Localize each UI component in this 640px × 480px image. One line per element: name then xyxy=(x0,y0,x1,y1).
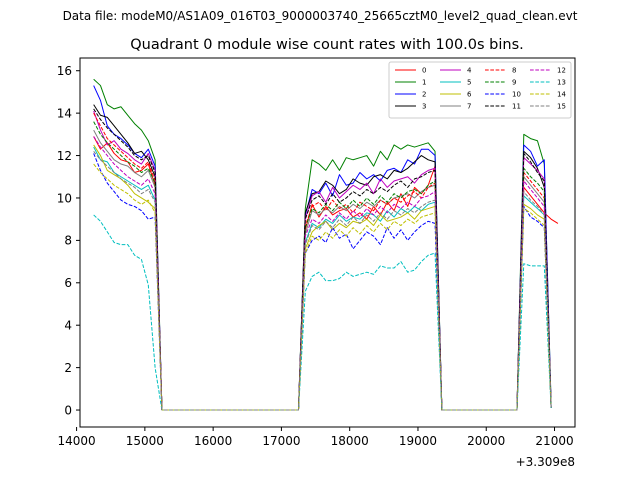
legend-label-5: 5 xyxy=(467,79,471,87)
y-axis: 0 2 4 6 8 10 12 14 16 xyxy=(57,64,80,417)
y-tick-label: 14 xyxy=(57,106,72,120)
legend-label-11: 11 xyxy=(512,103,521,111)
figure-suptitle: Data file: modeM0/AS1A09_016T03_90000037… xyxy=(63,9,578,23)
legend-label-10: 10 xyxy=(512,91,521,99)
x-tick-label: 19000 xyxy=(399,434,437,448)
series-layer xyxy=(93,78,559,411)
legend-label-0: 0 xyxy=(422,67,426,75)
legend-label-8: 8 xyxy=(512,67,516,75)
y-tick-label: 4 xyxy=(64,319,72,333)
x-tick-label: 21000 xyxy=(535,434,573,448)
x-axis: 14000 15000 16000 17000 18000 19000 20000 21000 xyxy=(57,427,574,448)
x-tick-label: 17000 xyxy=(262,434,300,448)
x-tick-label: 18000 xyxy=(331,434,369,448)
y-tick-label: 6 xyxy=(64,276,72,290)
x-tick-label: 16000 xyxy=(194,434,232,448)
x-tick-label: 20000 xyxy=(467,434,505,448)
y-tick-label: 8 xyxy=(64,234,72,248)
y-tick-label: 2 xyxy=(64,361,72,375)
legend-label-15: 15 xyxy=(557,103,566,111)
series-line-15 xyxy=(93,150,552,411)
legend-label-6: 6 xyxy=(467,91,472,99)
legend-label-14: 14 xyxy=(557,91,566,99)
x-tick-label: 14000 xyxy=(57,434,95,448)
legend-box xyxy=(388,61,572,119)
legend-label-13: 13 xyxy=(557,79,566,87)
x-tick-label: 15000 xyxy=(126,434,164,448)
legend-label-1: 1 xyxy=(422,79,426,87)
legend-label-4: 4 xyxy=(467,67,472,75)
y-tick-label: 12 xyxy=(57,149,72,163)
y-tick-label: 10 xyxy=(57,191,72,205)
legend-label-12: 12 xyxy=(557,67,566,75)
y-tick-label: 0 xyxy=(64,403,72,417)
plot-frame xyxy=(79,57,576,428)
legend-label-3: 3 xyxy=(422,103,426,111)
chart-title: Quadrant 0 module wise count rates with … xyxy=(130,37,524,53)
x-offset-label: +3.309e8 xyxy=(516,455,575,469)
legend-label-9: 9 xyxy=(512,79,516,87)
legend-label-2: 2 xyxy=(422,91,426,99)
y-tick-label: 16 xyxy=(57,64,72,78)
legend-label-7: 7 xyxy=(467,103,471,111)
